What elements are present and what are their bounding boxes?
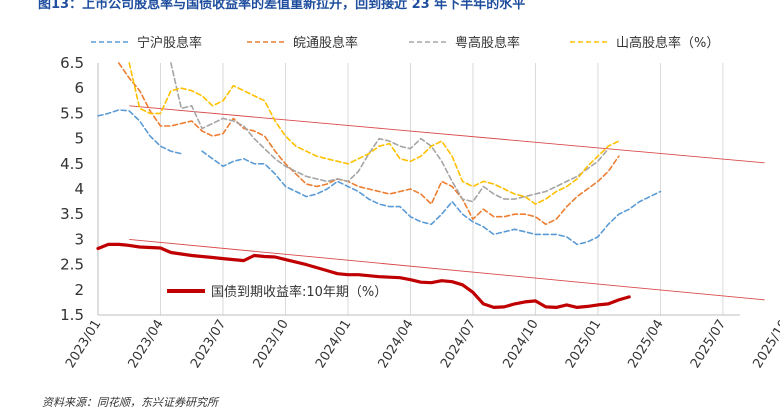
x-tick-labels: 2023/01 2023/04 2023/07 2023/10 2024/01 2024/… bbox=[63, 317, 780, 371]
y-tick-label-6.5: 6.5 bbox=[60, 54, 84, 72]
legend-label-5: 国债到期收益率:10年期（%） bbox=[211, 284, 387, 300]
x-tick-label-2023/01: 2023/01 bbox=[63, 317, 104, 371]
x-tick-label-2024/01: 2024/01 bbox=[313, 317, 354, 371]
vertical-gridlines bbox=[97, 63, 724, 315]
trendline-2 bbox=[129, 238, 765, 301]
y-tick-label-6: 6 bbox=[74, 79, 84, 97]
x-tick-label-2023/04: 2023/04 bbox=[126, 317, 167, 371]
y-tick-label-1.5: 1.5 bbox=[60, 306, 84, 324]
x-tick-label-2025/07: 2025/07 bbox=[688, 317, 729, 371]
y-tick-label-2.5: 2.5 bbox=[60, 256, 84, 274]
x-tick-label-2024/07: 2024/07 bbox=[438, 317, 479, 371]
legend-label-3: 粤高股息率 bbox=[455, 35, 520, 51]
trendline-1 bbox=[129, 105, 765, 164]
x-tick-label-2024/10: 2024/10 bbox=[500, 317, 541, 371]
legend: 宁沪股息率 皖通股息率 粤高股息率 山高股息率（%） 国债到期收益率:10年期（%） bbox=[91, 35, 719, 300]
series-line-1 bbox=[97, 109, 662, 246]
legend-label-2: 皖通股息率 bbox=[293, 35, 358, 51]
y-tick-label-3: 3 bbox=[74, 230, 84, 248]
source-note: 资料来源：同花顺，东兴证券研究所 bbox=[42, 396, 218, 409]
x-tick-label-2025/04: 2025/04 bbox=[625, 317, 666, 371]
x-tick-label-2024/04: 2024/04 bbox=[375, 317, 416, 371]
y-tick-label-2: 2 bbox=[74, 281, 84, 299]
y-tick-label-3.5: 3.5 bbox=[60, 205, 84, 223]
y-tick-labels: 1.5 2 2.5 3 3.5 4 4.5 5 5.5 6 6.5 bbox=[60, 54, 84, 324]
series-line-3 bbox=[170, 62, 610, 203]
series-line-5 bbox=[96, 242, 631, 309]
figure-title: 图13：上市公司股息率与国债收益率的差值重新拉开，回到接近 23 年下半年的水平 bbox=[38, 0, 526, 12]
x-tick-label-2025/10: 2025/10 bbox=[750, 317, 780, 371]
y-tick-label-5.5: 5.5 bbox=[60, 104, 84, 122]
y-tick-label-4.5: 4.5 bbox=[60, 155, 84, 173]
axes bbox=[97, 63, 740, 316]
legend-label-1: 宁沪股息率 bbox=[137, 35, 202, 51]
trendlines bbox=[129, 105, 765, 301]
series-line-2 bbox=[118, 62, 620, 226]
x-tick-label-2025/01: 2025/01 bbox=[563, 317, 604, 371]
legend-label-4: 山高股息率（%） bbox=[616, 35, 719, 51]
series-line-4 bbox=[128, 62, 620, 205]
series-lines bbox=[96, 62, 662, 309]
y-tick-label-5: 5 bbox=[74, 130, 84, 148]
y-tick-label-4: 4 bbox=[74, 180, 84, 198]
x-tick-label-2023/10: 2023/10 bbox=[251, 317, 292, 371]
x-tick-label-2023/07: 2023/07 bbox=[188, 317, 229, 371]
